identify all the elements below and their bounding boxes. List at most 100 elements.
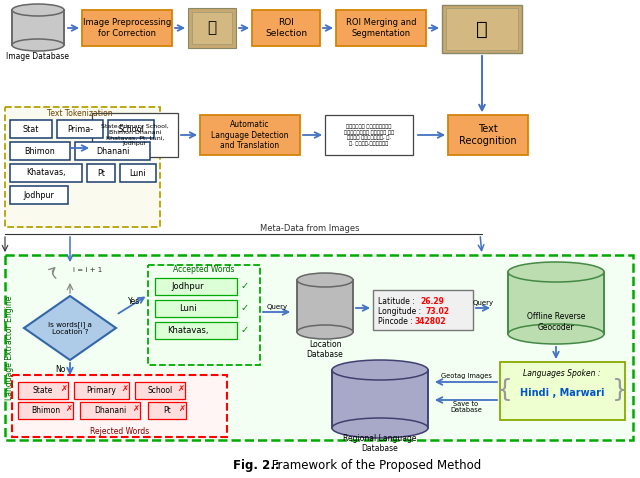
Text: }: }: [612, 378, 628, 402]
Text: i = i + 1: i = i + 1: [74, 267, 102, 273]
Bar: [148, 402, 186, 419]
Text: ✗: ✗: [132, 404, 140, 413]
Ellipse shape: [508, 324, 604, 344]
Text: State Primary School,
Bhimon Dhanani
Khatavas, Pt. Luni,
Jodhpur: State Primary School, Bhimon Dhanani Kha…: [101, 124, 169, 146]
Text: Bhimon: Bhimon: [31, 406, 60, 415]
Bar: [252, 10, 320, 46]
Text: Location
Database: Location Database: [307, 340, 344, 359]
Bar: [200, 115, 300, 155]
Ellipse shape: [332, 418, 428, 438]
Text: ✓: ✓: [241, 282, 249, 292]
Bar: [135, 382, 185, 399]
Text: Hindi , Marwari: Hindi , Marwari: [520, 388, 604, 398]
Text: Latitude :: Latitude :: [378, 296, 417, 305]
Text: Khatavas,: Khatavas,: [167, 326, 209, 335]
Text: Framework of the Proposed Method: Framework of the Proposed Method: [268, 459, 481, 472]
Bar: [18, 402, 73, 419]
Text: School: School: [147, 386, 173, 395]
Text: Language Extractor Engine: Language Extractor Engine: [6, 296, 15, 400]
Text: No: No: [55, 366, 65, 374]
Bar: [10, 142, 70, 160]
Bar: [446, 8, 518, 50]
Polygon shape: [24, 296, 116, 360]
Bar: [325, 115, 413, 155]
Bar: [10, 186, 68, 204]
Text: Languages Spoken :: Languages Spoken :: [524, 369, 601, 379]
Text: Automatic
Language Detection
and Translation: Automatic Language Detection and Transla…: [211, 120, 289, 150]
Bar: [442, 5, 522, 53]
Bar: [10, 164, 82, 182]
Ellipse shape: [332, 360, 428, 380]
Text: ROI
Selection: ROI Selection: [265, 18, 307, 38]
Text: Pt: Pt: [163, 406, 171, 415]
Bar: [373, 290, 473, 330]
Text: Khatavas,: Khatavas,: [26, 169, 66, 177]
Text: Pt: Pt: [97, 169, 105, 177]
Bar: [12, 10, 64, 45]
Bar: [155, 300, 237, 317]
Bar: [332, 370, 428, 428]
Bar: [155, 322, 237, 339]
Text: 🏛: 🏛: [476, 20, 488, 39]
Text: 26.29: 26.29: [420, 296, 444, 305]
Bar: [297, 280, 353, 332]
Text: ✗: ✗: [179, 404, 186, 413]
Bar: [508, 272, 604, 334]
Text: Jodhpur: Jodhpur: [24, 191, 54, 199]
Bar: [5, 107, 160, 227]
Bar: [500, 362, 625, 420]
Bar: [18, 382, 68, 399]
Text: ✗: ✗: [65, 404, 72, 413]
Text: Image Preprocessing
for Correction: Image Preprocessing for Correction: [83, 18, 171, 38]
Bar: [92, 113, 178, 157]
Text: ✓: ✓: [241, 326, 249, 336]
Ellipse shape: [297, 325, 353, 339]
Text: Geotag Images: Geotag Images: [440, 373, 492, 379]
Bar: [192, 12, 232, 44]
Text: State: State: [33, 386, 53, 395]
Text: Pincode :: Pincode :: [378, 316, 415, 326]
Bar: [57, 120, 103, 138]
Text: Yes: Yes: [128, 297, 140, 306]
Text: 342802: 342802: [415, 316, 447, 326]
Text: Text
Recognition: Text Recognition: [459, 124, 517, 146]
Text: Meta-Data from Images: Meta-Data from Images: [260, 224, 360, 232]
Bar: [188, 8, 236, 48]
Ellipse shape: [12, 4, 64, 16]
Text: Is words[i] a
Location ?: Is words[i] a Location ?: [48, 321, 92, 335]
Text: Dhanani: Dhanani: [94, 406, 126, 415]
Bar: [155, 278, 237, 295]
Text: Stat: Stat: [23, 124, 39, 133]
Text: ✓: ✓: [241, 304, 249, 314]
Text: Primary: Primary: [86, 386, 116, 395]
Bar: [75, 142, 150, 160]
Text: Jodhpur: Jodhpur: [172, 282, 204, 291]
Text: Image Database: Image Database: [6, 52, 70, 61]
Text: ROI Merging and
Segmentation: ROI Merging and Segmentation: [346, 18, 416, 38]
Text: राजकीय प्राथमिक
विद्यालय भीमों की
ढाणी खाताबास, प.
ब. लूनी,जोधपुर: राजकीय प्राथमिक विद्यालय भीमों की ढाणी ख…: [344, 124, 394, 146]
Text: Query: Query: [472, 300, 493, 306]
Text: Offline Reverse
Geocoder: Offline Reverse Geocoder: [527, 312, 585, 332]
Text: School: School: [118, 124, 145, 133]
Text: Text Tokenization: Text Tokenization: [47, 109, 113, 118]
Bar: [87, 164, 115, 182]
Text: ✗: ✗: [177, 384, 184, 393]
Bar: [120, 164, 156, 182]
Text: ✗: ✗: [122, 384, 129, 393]
Text: Bhimon: Bhimon: [24, 146, 56, 155]
Text: Rejected Words: Rejected Words: [90, 427, 150, 436]
Bar: [5, 255, 633, 440]
Bar: [336, 10, 426, 46]
Text: Regional Language
Database: Regional Language Database: [343, 434, 417, 454]
Ellipse shape: [12, 39, 64, 51]
Text: {: {: [497, 378, 513, 402]
Text: Longitude :: Longitude :: [378, 306, 424, 315]
Bar: [80, 402, 140, 419]
Bar: [82, 10, 172, 46]
Ellipse shape: [508, 262, 604, 282]
Bar: [448, 115, 528, 155]
Bar: [12, 375, 227, 437]
Text: Accepted Words: Accepted Words: [173, 265, 235, 274]
Text: 🏜: 🏜: [207, 21, 216, 35]
Text: Dhanani: Dhanani: [96, 146, 129, 155]
